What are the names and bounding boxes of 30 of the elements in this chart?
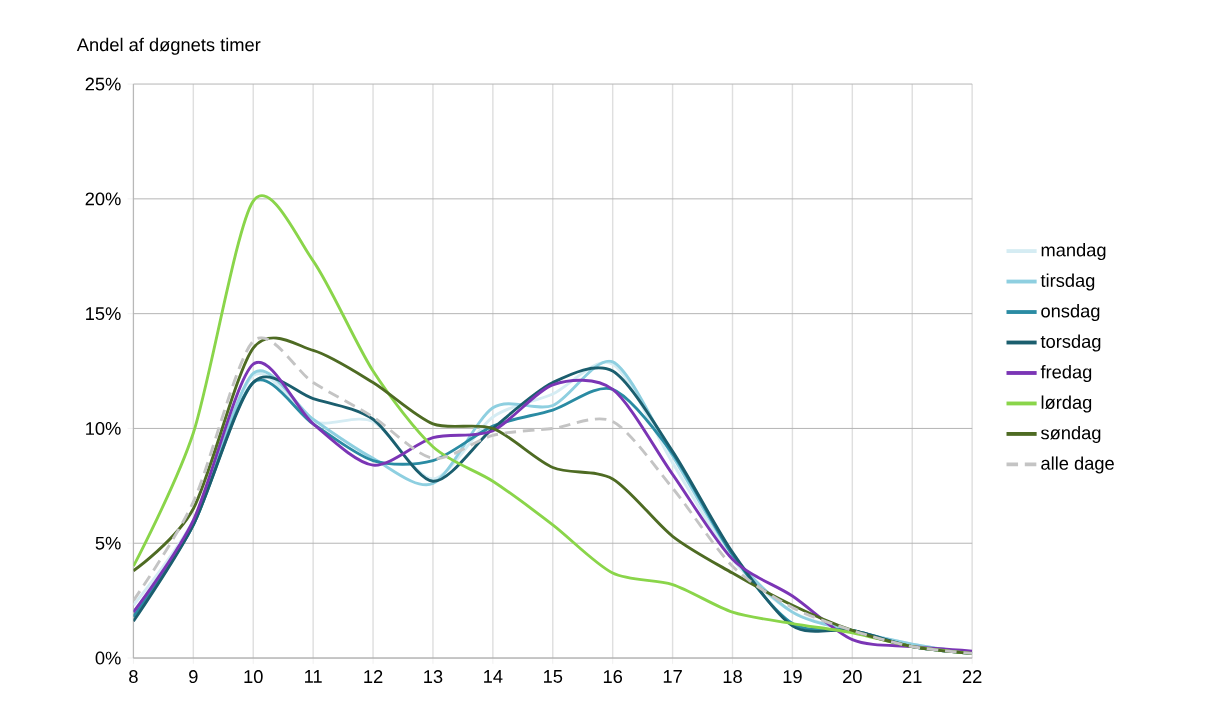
x-tick-label: 14 (484, 669, 503, 683)
x-tick-label: 9 (189, 669, 198, 683)
x-tick-label: 19 (783, 669, 802, 683)
y-tick-label: 15% (86, 307, 121, 320)
legend-label: tirsdag (1040, 273, 1095, 291)
legend-label: søndag (1041, 425, 1101, 443)
legend-label: onsdag (1041, 303, 1100, 321)
legend-label: alle dage (1041, 456, 1114, 474)
x-tick-label: 11 (305, 669, 322, 683)
x-tick-label: 12 (364, 669, 383, 683)
y-tick-label: 5% (95, 536, 121, 550)
y-tick-label: 25% (85, 77, 121, 91)
x-tick-label: 13 (424, 669, 443, 683)
x-tick-label: 21 (902, 669, 922, 683)
legend-label: torsdag (1040, 334, 1101, 352)
legend-label: fredag (1040, 364, 1092, 382)
y-tick-label: 10% (86, 421, 121, 435)
x-tick-label: 16 (603, 669, 623, 683)
legend-label: mandag (1041, 242, 1106, 260)
y-axis-title: Andel af døgnets timer (76, 37, 261, 55)
x-tick-label: 15 (544, 669, 563, 683)
x-tick-label: 8 (129, 669, 138, 683)
x-tick-label: 17 (663, 669, 682, 683)
y-tick-label: 20% (85, 192, 121, 206)
x-tick-label: 22 (962, 669, 982, 683)
legend-label: lørdag (1041, 395, 1092, 413)
x-tick-label: 20 (843, 669, 862, 683)
x-tick-label: 18 (723, 669, 742, 683)
y-tick-label: 0% (95, 651, 121, 665)
x-tick-label: 10 (244, 669, 263, 683)
